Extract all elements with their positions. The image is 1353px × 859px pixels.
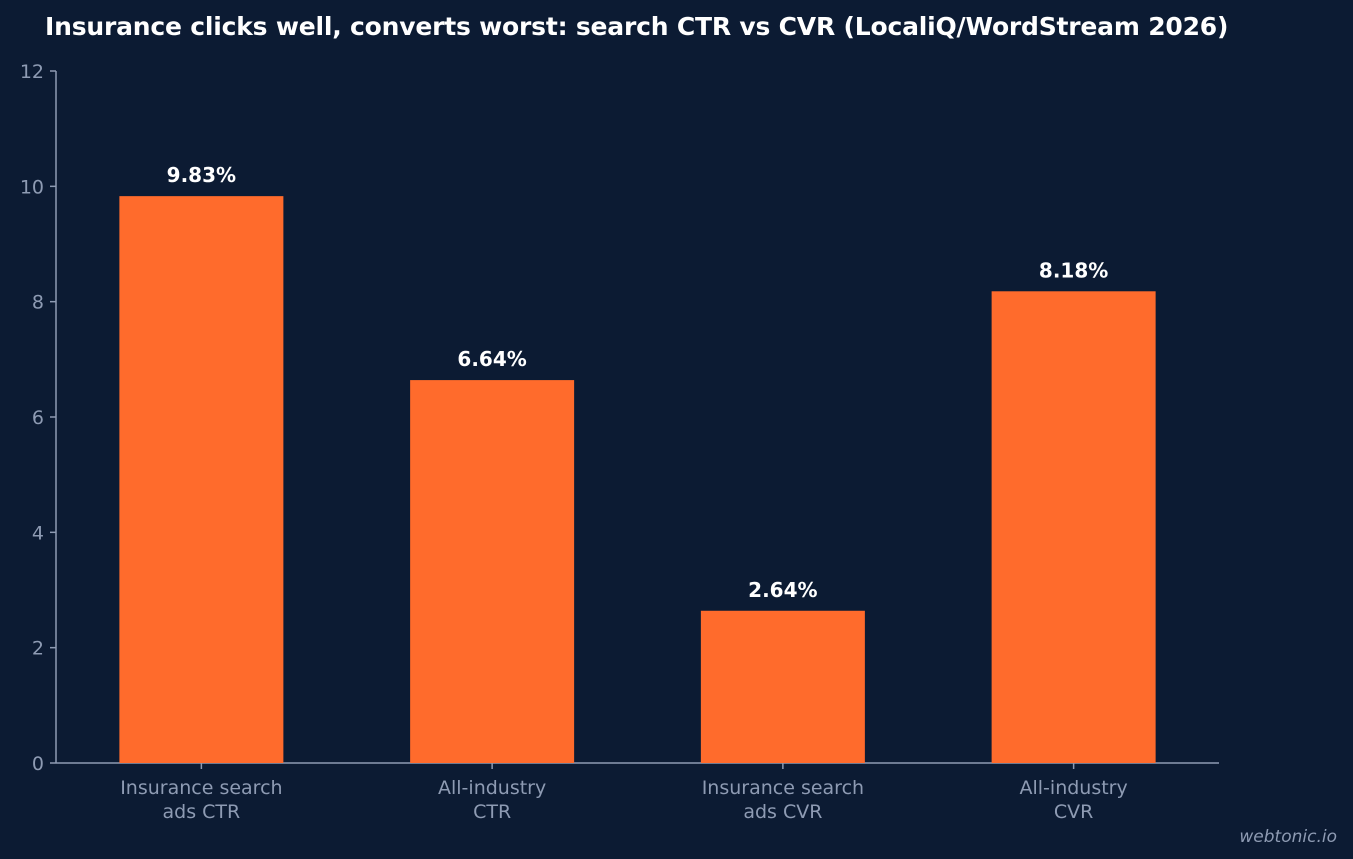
y-tick-label: 2 <box>32 638 44 660</box>
chart-title: Insurance clicks well, converts worst: s… <box>45 12 1229 41</box>
y-tick-label: 0 <box>32 753 44 775</box>
x-tick-label: Insurance search <box>702 777 864 799</box>
bar <box>991 291 1156 763</box>
y-tick-label: 8 <box>32 292 44 314</box>
y-tick-label: 6 <box>32 407 44 429</box>
x-tick-label: All-industry <box>438 777 546 799</box>
data-label: 2.64% <box>748 578 817 602</box>
watermark: webtonic.io <box>1239 827 1337 847</box>
y-tick-label: 4 <box>32 522 44 544</box>
bar <box>410 380 575 763</box>
x-tick-label: All-industry <box>1020 777 1128 799</box>
x-tick-label: CTR <box>473 801 511 823</box>
y-tick-label: 10 <box>20 176 44 198</box>
chart-bars <box>119 196 1156 764</box>
x-tick-label: ads CTR <box>163 801 241 823</box>
y-tick-label: 12 <box>20 61 44 83</box>
data-label: 9.83% <box>167 163 236 187</box>
data-label: 6.64% <box>457 347 526 371</box>
data-label: 8.18% <box>1039 258 1108 282</box>
x-tick-label: CVR <box>1054 801 1093 823</box>
bar <box>700 610 865 763</box>
bar <box>119 196 284 764</box>
x-tick-label: Insurance search <box>120 777 282 799</box>
x-tick-label: ads CVR <box>743 801 822 823</box>
